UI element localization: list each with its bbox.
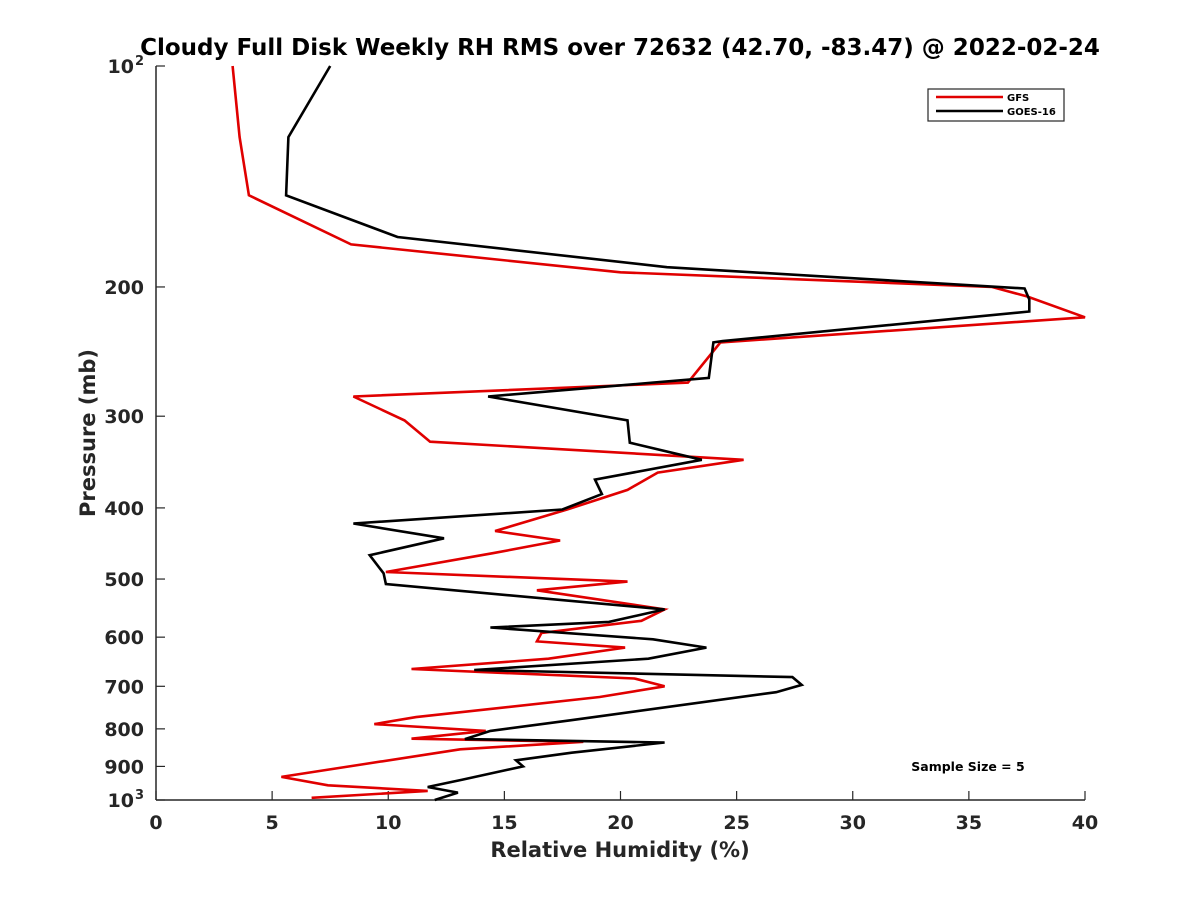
y-tick-exponent: 2 bbox=[135, 54, 144, 69]
legend-label-gfs: GFS bbox=[1007, 93, 1029, 104]
x-tick-label: 15 bbox=[491, 812, 517, 834]
y-axis-label: Pressure (mb) bbox=[76, 349, 100, 517]
x-tick-label: 10 bbox=[375, 812, 401, 834]
x-tick-label: 40 bbox=[1072, 812, 1098, 834]
sample-size-annotation: Sample Size = 5 bbox=[911, 759, 1024, 774]
y-tick-label: 400 bbox=[104, 498, 144, 520]
chart-title: Cloudy Full Disk Weekly RH RMS over 7263… bbox=[140, 35, 1100, 61]
y-tick-label: 10 bbox=[108, 56, 134, 78]
x-tick-label: 20 bbox=[607, 812, 633, 834]
x-tick-label: 25 bbox=[723, 812, 749, 834]
y-tick-label: 800 bbox=[104, 719, 144, 741]
y-tick-label: 700 bbox=[104, 676, 144, 698]
plot-axes bbox=[155, 66, 1085, 801]
legend-box bbox=[927, 88, 1065, 122]
x-tick-label: 5 bbox=[266, 812, 279, 834]
y-tick-label: 600 bbox=[104, 627, 144, 649]
legend-label-goes-16: GOES-16 bbox=[1007, 107, 1056, 118]
y-tick-label: 10 bbox=[108, 790, 134, 812]
x-tick-label: 30 bbox=[840, 812, 866, 834]
series-layer bbox=[231, 65, 1086, 802]
x-ticks: 0 5 10 15 20 25 30 35 40 bbox=[149, 791, 1098, 834]
x-tick-label: 35 bbox=[956, 812, 982, 834]
y-tick-label: 500 bbox=[104, 569, 144, 591]
y-tick-label: 200 bbox=[104, 277, 144, 299]
y-tick-label: 900 bbox=[104, 756, 144, 778]
series-line-goes-16 bbox=[284, 65, 1031, 802]
y-tick-label: 300 bbox=[104, 406, 144, 428]
y-tick-exponent: 3 bbox=[135, 788, 144, 803]
series-line-gfs bbox=[231, 65, 1086, 800]
x-axis-label: Relative Humidity (%) bbox=[490, 838, 749, 862]
x-tick-label: 0 bbox=[149, 812, 162, 834]
chart-legend: GFS GOES-16 bbox=[927, 88, 1065, 122]
